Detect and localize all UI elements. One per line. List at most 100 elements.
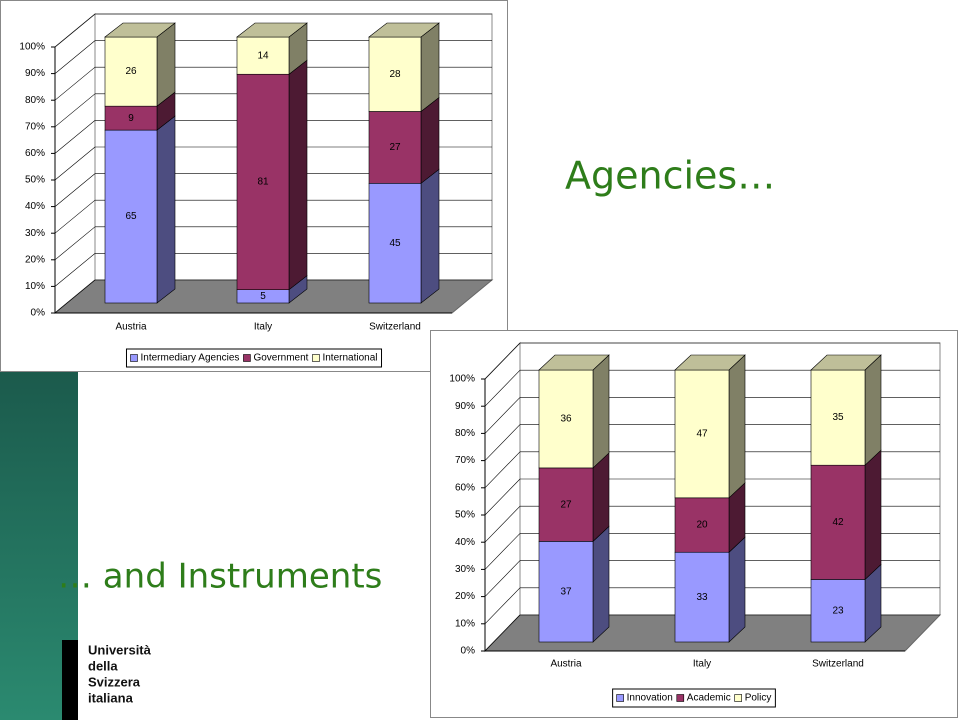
x-tick-label: Switzerland — [369, 322, 421, 333]
logo-background — [78, 630, 178, 720]
y-tick-label: 10% — [25, 281, 45, 292]
y-tick-label: 30% — [25, 228, 45, 239]
legend: Innovation Academic Policy — [612, 688, 776, 708]
value-label: 33 — [696, 592, 708, 603]
x-tick-label: Austria — [115, 322, 147, 333]
grid-line — [484, 342, 521, 380]
grid-line — [54, 253, 96, 287]
grid-line — [54, 13, 96, 48]
value-label: 23 — [832, 605, 844, 616]
bar — [810, 579, 866, 643]
grid-line — [484, 560, 521, 597]
legend: Intermediary Agencies Government Internati… — [125, 348, 383, 368]
legend-swatch — [312, 354, 320, 362]
grid-line — [484, 424, 521, 461]
y-tick-label: 0% — [461, 646, 476, 657]
value-label: 37 — [560, 586, 572, 597]
x-tick-label: Austria — [550, 659, 582, 670]
y-tick-label: 50% — [25, 175, 45, 186]
bar-side — [156, 115, 176, 304]
bar-side — [288, 59, 308, 291]
heading: … and Instruments — [58, 557, 382, 597]
value-label: 35 — [832, 412, 844, 423]
grid-line — [484, 478, 521, 516]
bar-side — [156, 22, 176, 107]
logo-text: Svizzera — [88, 674, 141, 689]
logo-text: italiana — [88, 690, 134, 705]
y-tick-label: 80% — [455, 428, 475, 439]
value-label: 14 — [257, 50, 269, 61]
x-tick-label: Italy — [693, 659, 711, 670]
chart: 0% 10% 20% 30% 40% 50% 60% 70% 80% 90% 100% Austria… — [0, 0, 508, 372]
legend-label: Policy — [745, 693, 772, 704]
legend-frame — [612, 688, 776, 708]
value-label: 81 — [257, 177, 269, 188]
bar-top — [538, 354, 610, 371]
bar-top — [368, 22, 440, 38]
y-tick-label: 0% — [31, 308, 46, 319]
logo-text: della — [88, 658, 118, 673]
grid-line — [54, 66, 96, 101]
bar — [236, 36, 290, 75]
y-tick-label: 20% — [25, 254, 45, 265]
grid-line — [54, 40, 96, 74]
bar — [538, 467, 594, 542]
bar-side — [864, 354, 882, 466]
bar — [236, 73, 290, 291]
value-label: 9 — [128, 113, 134, 124]
legend-label: Government — [253, 353, 308, 364]
y-tick-label: 20% — [455, 591, 475, 602]
value-label: 47 — [696, 429, 708, 440]
bar-top — [104, 22, 176, 38]
x-tick-label: Switzerland — [812, 659, 864, 670]
y-tick-label: 60% — [455, 482, 475, 493]
y-tick-label: 60% — [25, 148, 45, 159]
legend-label: Academic — [687, 693, 731, 704]
value-label: 27 — [389, 142, 401, 153]
bar-side — [592, 354, 610, 469]
bar — [810, 464, 866, 580]
grid-line — [484, 397, 521, 434]
y-tick-label: 70% — [25, 121, 45, 132]
bar — [368, 36, 422, 112]
bar — [674, 497, 730, 553]
value-label: 42 — [832, 517, 844, 528]
bar-top — [236, 22, 308, 38]
y-tick-label: 100% — [449, 374, 475, 385]
bar-side — [592, 525, 610, 643]
grid-line — [484, 533, 521, 570]
value-label: 65 — [125, 211, 137, 222]
bar-side — [592, 452, 610, 543]
legend-swatch — [243, 354, 251, 362]
legend-swatch — [130, 354, 138, 362]
bar-side — [728, 536, 746, 643]
legend-swatch — [734, 694, 742, 702]
value-label: 5 — [260, 291, 266, 302]
y-tick-label: 90% — [455, 401, 475, 412]
legend-swatch — [676, 694, 685, 702]
grid-line — [54, 226, 96, 261]
y-tick-label: 40% — [25, 201, 45, 212]
y-tick-label: 50% — [455, 510, 475, 521]
y-tick-label: 10% — [455, 618, 475, 629]
bar-top — [810, 354, 882, 371]
y-tick-label: 100% — [19, 42, 45, 53]
y-tick-label: 90% — [25, 68, 45, 79]
grid-line — [484, 505, 521, 543]
value-label: 28 — [389, 69, 401, 80]
legend-label: International — [322, 353, 377, 364]
bar-side — [864, 449, 882, 581]
legend-label: Intermediary Agencies — [140, 353, 239, 364]
y-tick-label: 70% — [455, 455, 475, 466]
bar — [810, 369, 866, 466]
grid-line — [54, 120, 96, 154]
grid-line — [484, 369, 521, 407]
value-label: 27 — [560, 499, 572, 510]
bar — [674, 551, 730, 643]
bar-side — [420, 96, 440, 184]
bar — [368, 111, 422, 184]
grid-line — [54, 173, 96, 207]
grid-line — [54, 199, 96, 234]
value-label: 45 — [389, 238, 401, 249]
